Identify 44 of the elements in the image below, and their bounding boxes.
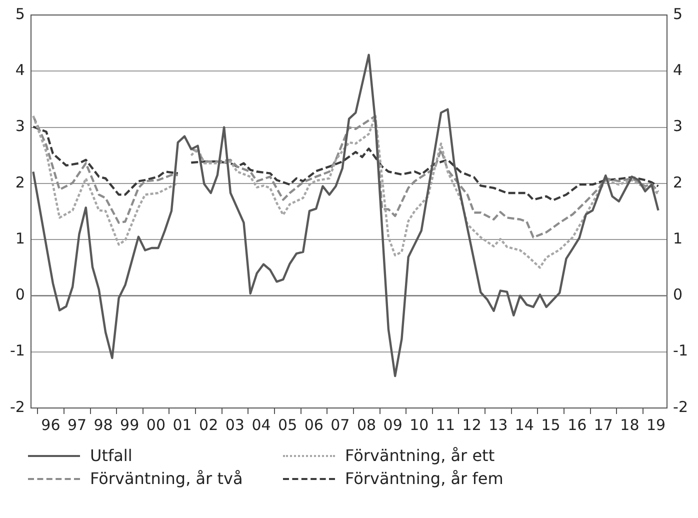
y2-tick-label: -1 (673, 342, 688, 360)
x-tick-label: 10 (410, 416, 429, 434)
legend-label: Utfall (90, 446, 132, 465)
x-tick-label: 07 (330, 416, 350, 434)
x-tick-label: 13 (488, 416, 508, 434)
x-tick-label: 97 (67, 416, 87, 434)
x-tick-label: 14 (514, 416, 534, 434)
y2-tick-label: 3 (673, 117, 683, 136)
x-tick-label: 05 (278, 416, 298, 434)
x-tick-label: 01 (172, 416, 192, 434)
x-tick-label: 17 (594, 416, 613, 434)
x-tick-label: 06 (304, 416, 324, 434)
y-tick-label: 1 (15, 229, 25, 248)
y-tick-label: 3 (15, 117, 25, 136)
y-tick-label: -1 (10, 342, 25, 360)
x-tick-label: 18 (620, 416, 640, 434)
x-tick-label: 98 (94, 416, 113, 434)
x-tick-label: 03 (225, 416, 244, 434)
legend-label: Förväntning, år två (90, 469, 243, 488)
x-tick-label: 02 (199, 416, 218, 434)
legend-label: Förväntning, år ett (345, 446, 495, 465)
y-tick-label: 4 (15, 61, 25, 80)
x-tick-label: 12 (462, 416, 482, 434)
x-tick-label: 19 (646, 416, 666, 434)
y-tick-label: -2 (10, 398, 25, 416)
legend-label: Förväntning, år fem (345, 469, 504, 488)
y2-tick-label: 2 (673, 173, 683, 192)
x-tick-label: 16 (568, 416, 587, 434)
x-tick-label: 08 (357, 416, 376, 434)
x-tick-label: 09 (383, 416, 402, 434)
x-tick-label: 15 (541, 416, 560, 434)
x-tick-label: 99 (120, 416, 140, 434)
x-tick-label: 11 (436, 416, 455, 434)
y-tick-label: 2 (15, 173, 25, 192)
y2-tick-label: 0 (673, 286, 683, 304)
y-tick-label: 0 (15, 286, 25, 304)
y-tick-label: 5 (15, 4, 25, 23)
y2-tick-label: -2 (673, 398, 688, 416)
x-tick-label: 00 (146, 416, 166, 434)
x-tick-label: 04 (252, 416, 271, 434)
y2-tick-label: 4 (673, 61, 683, 80)
y2-tick-label: 5 (673, 4, 683, 23)
x-tick-label: 96 (41, 416, 60, 434)
y2-tick-label: 1 (673, 229, 683, 248)
